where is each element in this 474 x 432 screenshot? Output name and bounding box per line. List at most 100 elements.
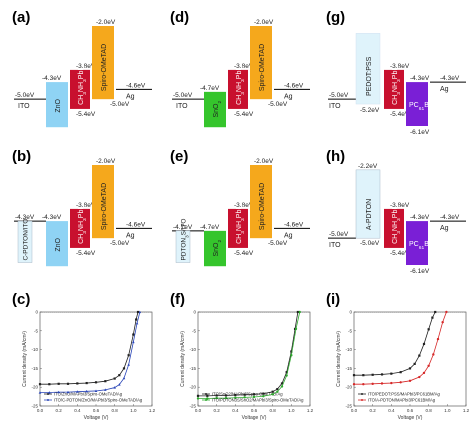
absorber-homo: -5.4eV — [76, 111, 96, 118]
htl-layer — [355, 169, 381, 239]
y-axis-label: Current density (mA/cm²) — [336, 331, 342, 387]
data-point — [390, 372, 393, 375]
etl-name: ZnO — [55, 237, 62, 251]
data-point — [132, 340, 135, 344]
etl-lumo: -4.3eV — [410, 75, 430, 82]
right-electrode-energy: -4.3eV — [440, 214, 460, 221]
plot-area — [197, 311, 311, 407]
data-point — [127, 354, 130, 357]
data-point — [280, 382, 284, 385]
y-tick-label: 0 — [35, 310, 38, 315]
data-point — [434, 310, 437, 314]
data-point — [380, 382, 384, 385]
absorber-name: CH3NH3PbI3 — [236, 205, 246, 244]
energy-diagram-g: (g) -5.0eV ITO -5.2eV PEDOT:PSS -3.8eV -5.4eV C… — [326, 9, 466, 136]
data-point — [127, 363, 130, 366]
data-point — [48, 383, 51, 386]
data-point — [362, 374, 365, 377]
panel-label: (e) — [170, 148, 188, 165]
data-point — [399, 371, 402, 374]
data-point — [76, 382, 79, 385]
left-electrode-energy: -5.0eV — [329, 231, 349, 238]
data-point — [371, 373, 374, 376]
data-point — [445, 310, 448, 314]
absorber-name: CH3NH3PbI3 — [78, 205, 88, 244]
energy-diagram-d: (d)-5.0eVITO-4.7eVSnO2-3.8eV-5.4eVCH3NH3… — [170, 9, 310, 128]
label-part: NH — [392, 82, 399, 92]
jv-chart-c: (c) 0.0 0.2 0.4 0.6 0.8 1.0 1.2 0 -5 -10 -15 -20 -25 V… — [12, 291, 156, 421]
data-point — [243, 393, 246, 396]
jv-chart-f: (f) 0.0 0.2 0.4 0.6 0.8 1.0 1.2 0 -5 -10 -15 -20 -25 V… — [170, 291, 314, 421]
data-point — [38, 391, 42, 394]
etl-homo: -6.1eV — [410, 268, 430, 275]
left-electrode-energy: -4.7eV — [173, 224, 193, 231]
y-tick-label: -15 — [189, 366, 196, 371]
data-point — [38, 383, 42, 386]
data-point — [290, 354, 293, 357]
x-tick-label: 1.2 — [463, 408, 470, 413]
data-point — [436, 337, 440, 341]
data-point — [380, 373, 384, 376]
data-point — [276, 390, 279, 393]
label-part: NH — [392, 221, 399, 231]
x-tick-label: 0.8 — [112, 408, 119, 413]
right-electrode-energy: -4.6eV — [126, 221, 146, 228]
label-part: 3 — [82, 231, 88, 234]
label-part: S/ITO — [181, 219, 188, 236]
data-point — [427, 328, 430, 331]
data-point — [431, 316, 434, 319]
x-axis-label: Voltage (V) — [84, 415, 109, 421]
label-part: 3 — [82, 218, 88, 221]
label-part: PbI — [78, 208, 85, 219]
label-part: 3 — [82, 66, 88, 69]
etl-energy: -4.3eV — [42, 75, 62, 82]
left-electrode-energy: -5.0eV — [173, 92, 193, 99]
absorber-homo: -5.4eV — [390, 111, 410, 118]
etl-homo: -6.1eV — [410, 129, 430, 136]
x-tick-label: 0.0 — [351, 408, 358, 413]
htl-homo: -5.0eV — [268, 101, 288, 108]
data-point — [104, 380, 107, 383]
y-axis-label: Current density (mA/cm²) — [22, 331, 28, 387]
label-part: 3 — [396, 205, 402, 208]
right-electrode-name: Ag — [284, 232, 293, 239]
absorber-lumo: -3.8eV — [390, 202, 410, 209]
left-electrode-energy: -4.3eV — [15, 214, 35, 221]
label-part: NH — [236, 82, 243, 92]
absorber-layer — [384, 208, 404, 248]
data-point — [285, 374, 288, 377]
absorber-homo: -5.4eV — [234, 250, 254, 257]
left-electrode-energy: -5.0eV — [329, 92, 349, 99]
data-point — [104, 388, 107, 391]
data-point — [285, 371, 288, 374]
label-part: C-PDTON/ITO — [23, 219, 30, 261]
etl-layer — [406, 82, 428, 126]
y-tick-label: -25 — [189, 404, 196, 409]
data-point — [122, 376, 126, 380]
data-point — [352, 374, 356, 377]
etl-energy: -4.7eV — [200, 85, 220, 92]
data-point — [352, 382, 356, 386]
panel-label: (f) — [170, 291, 185, 308]
label-part: PC — [409, 241, 419, 248]
right-electrode-name: Ag — [440, 225, 449, 232]
htl-name: Spiro-OMeTAD — [101, 183, 108, 230]
absorber-lumo: -3.8eV — [234, 63, 254, 70]
label-part: 3 — [396, 79, 402, 82]
data-point — [66, 382, 70, 385]
left-electrode-name: PDTON3S/ITO — [181, 219, 190, 261]
data-point — [294, 327, 298, 331]
etl-name: ZnO — [55, 98, 62, 112]
y-tick-label: -5 — [192, 328, 196, 333]
data-point — [243, 396, 246, 399]
legend-entry: ITO/A-PDTON/MAPbI3/PC61BM/Ag — [368, 398, 436, 403]
label-part: SnO — [213, 242, 220, 257]
label-part: NH — [78, 82, 85, 92]
data-point — [224, 396, 228, 400]
htl-name: Spiro-OMeTAD — [259, 183, 266, 230]
label-part: ZnO — [55, 237, 62, 251]
label-part: CH — [392, 95, 399, 105]
htl-name: Spiro-OMeTAD — [259, 44, 266, 91]
label-part: Spiro-OMeTAD — [101, 183, 108, 230]
label-part: 3 — [396, 66, 402, 69]
